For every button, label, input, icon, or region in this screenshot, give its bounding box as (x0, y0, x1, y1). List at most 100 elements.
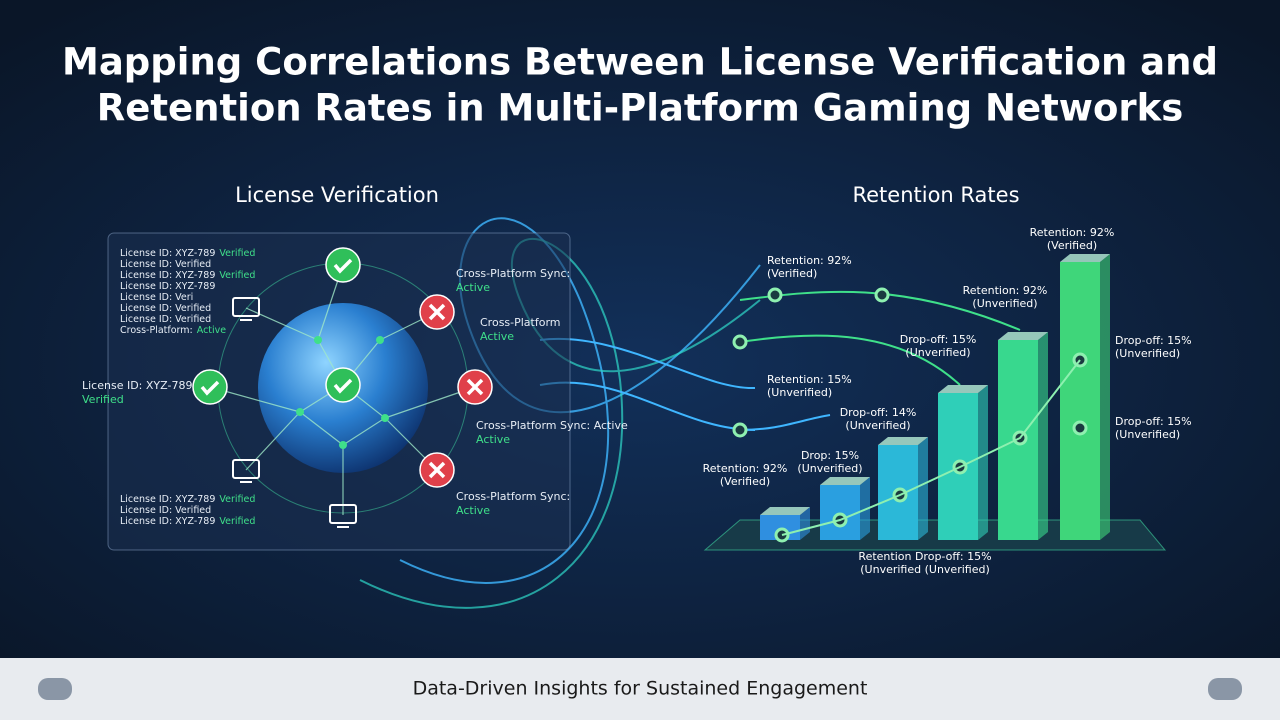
device-icon (232, 459, 260, 479)
retention-label: Retention: 92% (703, 462, 788, 475)
check-mark (333, 258, 353, 274)
check-icon (325, 367, 361, 403)
label: License ID: XYZ-789 (120, 270, 215, 281)
log-line: License ID: Verified (120, 303, 211, 314)
retention-label: Drop-off: 15% (1115, 415, 1192, 428)
retention-sub: (Unverified) (905, 346, 970, 359)
footer-icons (38, 678, 1242, 700)
label: Cross-Platform Sync: (456, 267, 570, 280)
retention-sub: (Unverified) (797, 462, 862, 475)
retention-sub: (Unverified (Unverified) (860, 563, 990, 576)
log-line: License ID: Veri (120, 292, 193, 303)
title: Mapping Correlations Between License Ver… (62, 41, 1218, 84)
data-dot (767, 287, 783, 303)
retention-sub: (Unverified) (845, 419, 910, 432)
retention-sub: (Verified) (767, 267, 817, 280)
log-line: Cross-Platform Active (480, 316, 561, 343)
bar-front (1060, 262, 1100, 540)
label: License ID: XYZ-789 (120, 281, 215, 292)
status: Verified (219, 270, 255, 281)
label: License ID: Verified (120, 259, 211, 270)
retention-sub: (Verified) (1047, 239, 1097, 252)
retention-label: Drop-off: 15% (1115, 334, 1192, 347)
bar-side (918, 437, 928, 540)
log-line: Cross-Platform Sync: Active (456, 267, 570, 294)
log-line: License ID: XYZ-789 Verified (120, 516, 255, 527)
retention-label: Retention: 92% (1030, 226, 1115, 239)
label: License ID: XYZ-789 (120, 516, 215, 527)
label: License ID: Veri (120, 292, 193, 303)
retention-label: Retention Drop-off: 15% (858, 550, 991, 563)
device-icon (232, 297, 260, 317)
status: Active (197, 325, 227, 336)
bar-top (1060, 254, 1110, 262)
network-node (381, 414, 389, 422)
retention-label: Retention: 92% (767, 254, 852, 267)
label: License ID: Verified (120, 303, 211, 314)
retention-sub: (Unverified) (972, 297, 1037, 310)
bar-side (1100, 254, 1110, 540)
check-mark (200, 380, 220, 396)
label: Cross-Platform (480, 316, 561, 329)
retention-label: Retention: 15% (767, 373, 852, 386)
label: Cross-Platform Sync: Active (476, 419, 628, 432)
status: Verified (219, 494, 255, 505)
bar-top (820, 477, 870, 485)
label: Cross-Platform Sync: (456, 490, 570, 503)
retention-label: Retention: 92% (963, 284, 1048, 297)
log-line: Cross-Platform: Active (120, 325, 226, 336)
network-link (299, 411, 344, 446)
cross-mark (428, 461, 446, 479)
status: Active (456, 281, 490, 294)
retention-sub: (Unverified) (1115, 347, 1180, 360)
check-icon (192, 369, 228, 405)
log-line: License ID: Verified (120, 314, 211, 325)
label: License ID: XYZ-789 (82, 379, 192, 392)
section-heading: Retention Rates (852, 183, 1019, 207)
retention-sub: (Verified) (720, 475, 770, 488)
log-line: License ID: XYZ-789 (120, 281, 215, 292)
network-node (339, 441, 347, 449)
log-line: License ID: XYZ-789 Verified (120, 248, 255, 259)
network-node (314, 336, 322, 344)
cross-mark (428, 303, 446, 321)
log-line: License ID: Verified (120, 259, 211, 270)
label: License ID: XYZ-789 (120, 494, 215, 505)
label: License ID: XYZ-789 (120, 248, 215, 259)
data-dot (732, 334, 748, 350)
bar-top (760, 507, 810, 515)
status: Verified (82, 393, 124, 406)
footer-band (0, 658, 1280, 720)
log-line: Cross-Platform Sync: Active (456, 490, 570, 517)
bar-top (998, 332, 1048, 340)
trend-line (781, 359, 1081, 536)
status: Active (456, 504, 490, 517)
data-dot (732, 422, 748, 438)
cross-mark (466, 378, 484, 396)
network-node (296, 408, 304, 416)
status: Active (476, 433, 510, 446)
log-line: License ID: XYZ-789 Verified (82, 379, 192, 406)
section-heading: License Verification (235, 183, 439, 207)
device-icon (329, 504, 357, 524)
footer-text: Data-Driven Insights for Sustained Engag… (413, 678, 868, 700)
status: Verified (219, 516, 255, 527)
retention-sub: (Unverified) (767, 386, 832, 399)
bar-side (978, 385, 988, 540)
label: License ID: Verified (120, 314, 211, 325)
bar-top (938, 385, 988, 393)
network-link (342, 417, 386, 446)
check-mark (333, 378, 353, 394)
bar-side (800, 507, 810, 540)
bar-top (878, 437, 928, 445)
log-line: License ID: XYZ-789 Verified (120, 494, 255, 505)
retention-label: Drop: 15% (801, 449, 859, 462)
data-dot (1072, 420, 1088, 436)
label: License ID: Verified (120, 505, 211, 516)
log-line: License ID: XYZ-789 Verified (120, 270, 255, 281)
status: Verified (219, 248, 255, 259)
status: Active (480, 330, 514, 343)
retention-label: Drop-off: 14% (840, 406, 917, 419)
network-node (376, 336, 384, 344)
